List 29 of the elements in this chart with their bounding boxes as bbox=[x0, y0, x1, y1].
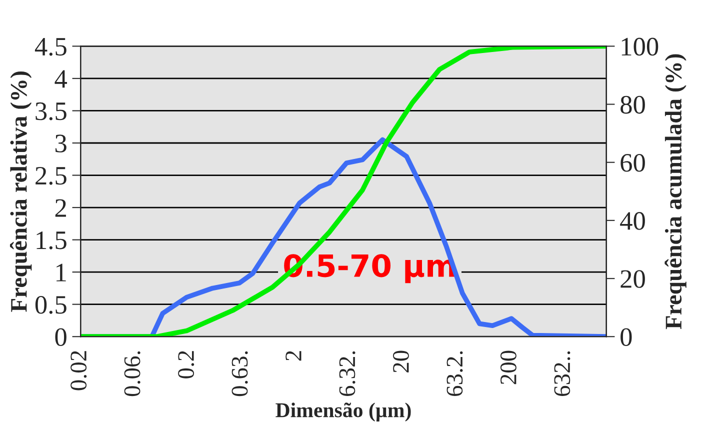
y2-tick-label: 20 bbox=[620, 270, 645, 288]
y-tick-label: 4.5 bbox=[34, 38, 66, 56]
x-tick-label: 6.32. bbox=[339, 351, 356, 396]
x-tick-label: 0.06. bbox=[124, 351, 140, 396]
x-tick-label: 63.2. bbox=[446, 351, 463, 396]
y-tick-label: 0 bbox=[55, 328, 66, 346]
x-tick-label: 0.63. bbox=[232, 351, 248, 396]
y2-tick-label: 40 bbox=[620, 212, 645, 230]
x-tick-label: 632.. bbox=[554, 351, 570, 396]
x-tick-label: 0.02 bbox=[70, 351, 87, 390]
x-tick-label: 200 bbox=[500, 350, 516, 384]
y-tick-label: 1 bbox=[56, 264, 66, 282]
y-tick-label: 4 bbox=[54, 70, 68, 88]
y2-tick-label: 60 bbox=[620, 154, 645, 172]
y2-axis-title: Frequência acumulada (%) bbox=[664, 54, 686, 330]
x-tick-label: 0.2 bbox=[178, 351, 194, 378]
y-tick-label: 1.5 bbox=[36, 232, 66, 250]
y-tick-label: 3.5 bbox=[36, 102, 66, 120]
x-tick-label: 2 bbox=[286, 351, 302, 361]
y2-tick-label: 100 bbox=[622, 38, 658, 56]
x-axis-title: Dimensão (µm) bbox=[276, 402, 411, 422]
y-axis-title: Frequência relativa (%) bbox=[10, 72, 32, 312]
y-tick-label: 2 bbox=[55, 199, 66, 217]
x-tick-label: 20 bbox=[393, 350, 409, 372]
y-tick-label: 0.5 bbox=[35, 296, 66, 314]
y2-tick-label: 0 bbox=[620, 328, 632, 346]
y-tick-label: 2.5 bbox=[36, 166, 66, 185]
y2-tick-label: 80 bbox=[620, 96, 645, 114]
y-tick-label: 3 bbox=[55, 134, 66, 152]
